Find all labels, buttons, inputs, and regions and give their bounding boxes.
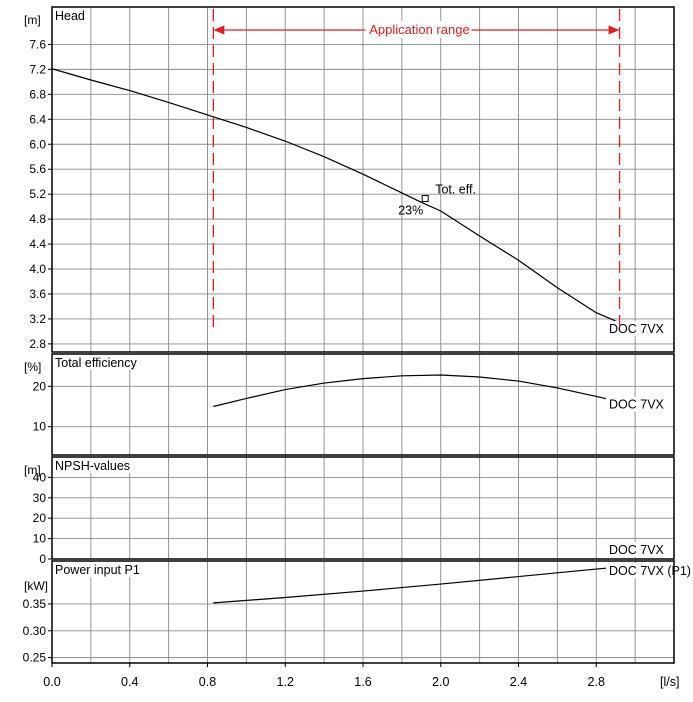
panel-title-power: Power input P1: [55, 563, 140, 577]
y-tick-label: 6.4: [29, 112, 46, 126]
x-tick-label: 2.8: [588, 675, 605, 689]
y-axis-unit-npsh: [m]: [24, 463, 41, 477]
panel-title-npsh: NPSH-values: [55, 459, 130, 473]
series-label-efficiency: DOC 7VX: [609, 398, 665, 412]
y-tick-label: 2.8: [29, 337, 46, 351]
x-tick-label: 0.4: [121, 675, 138, 689]
y-tick-label: 4.8: [29, 212, 46, 226]
x-tick-label: 0.8: [199, 675, 216, 689]
y-tick-label: 0.30: [23, 624, 47, 638]
y-tick-label: 0: [39, 552, 46, 566]
y-tick-label: 10: [33, 420, 47, 434]
y-tick-label: 7.2: [29, 62, 46, 76]
y-tick-label: 30: [33, 491, 47, 505]
y-tick-label: 5.2: [29, 187, 46, 201]
y-tick-label: 3.6: [29, 287, 46, 301]
y-tick-label: 4.4: [29, 237, 46, 251]
y-tick-label: 7.6: [29, 37, 46, 51]
application-range-label-background: [365, 21, 472, 38]
x-tick-label: 1.2: [277, 675, 294, 689]
y-tick-label: 6.8: [29, 87, 46, 101]
panel-title-background: [53, 562, 155, 577]
series-label-background: [606, 563, 670, 578]
y-axis-unit-head: [m]: [24, 13, 41, 27]
series-line-power: [213, 566, 620, 604]
series-line-head: [51, 68, 620, 324]
application-range-arrow-left: [213, 25, 225, 35]
panel-title-head: Head: [55, 9, 85, 23]
series-label-npsh: DOC 7VX: [609, 543, 665, 557]
series-label-background: [606, 321, 668, 336]
y-tick-label: 20: [33, 511, 47, 525]
panel-title-background: [53, 8, 87, 23]
x-axis-unit: [l/s]: [660, 675, 679, 689]
y-tick-label: 3.2: [29, 312, 46, 326]
panel-title-background: [53, 458, 134, 473]
series-label-power: DOC 7VX (P1): [609, 564, 691, 578]
y-tick-label: 0.35: [23, 597, 47, 611]
x-tick-label: 0.0: [43, 675, 60, 689]
series-label-head: DOC 7VX: [609, 322, 665, 336]
y-tick-label: 20: [33, 379, 47, 393]
y-axis-unit-power: [kW]: [24, 579, 48, 593]
series-label-background: [606, 396, 668, 412]
panel-frame-npsh: [51, 456, 675, 560]
x-tick-label: 2.0: [432, 675, 449, 689]
series-line-efficiency: [213, 374, 620, 408]
x-tick-label: 2.4: [510, 675, 527, 689]
panel-title-background: [53, 355, 168, 370]
efficiency-marker: [421, 195, 429, 203]
application-range-arrow-right: [608, 25, 620, 35]
panel-frame-head: [51, 6, 675, 353]
y-tick-label: 40: [33, 470, 47, 484]
x-tick-label: 1.6: [354, 675, 371, 689]
y-tick-label: 0.25: [23, 651, 47, 665]
application-range-label: Application range: [369, 22, 469, 37]
y-tick-label: 6.0: [29, 137, 46, 151]
panel-title-efficiency: Total efficiency: [55, 356, 138, 370]
series-label-background: [606, 542, 668, 557]
y-tick-label: 4.0: [29, 262, 46, 276]
y-tick-label: 5.6: [29, 162, 46, 176]
y-tick-label: 10: [33, 532, 47, 546]
y-axis-unit-efficiency: [%]: [24, 360, 41, 374]
panel-frame-efficiency: [51, 353, 675, 456]
marker-value-label: 23%: [398, 204, 423, 218]
marker-label: Tot. eff.: [435, 183, 476, 197]
